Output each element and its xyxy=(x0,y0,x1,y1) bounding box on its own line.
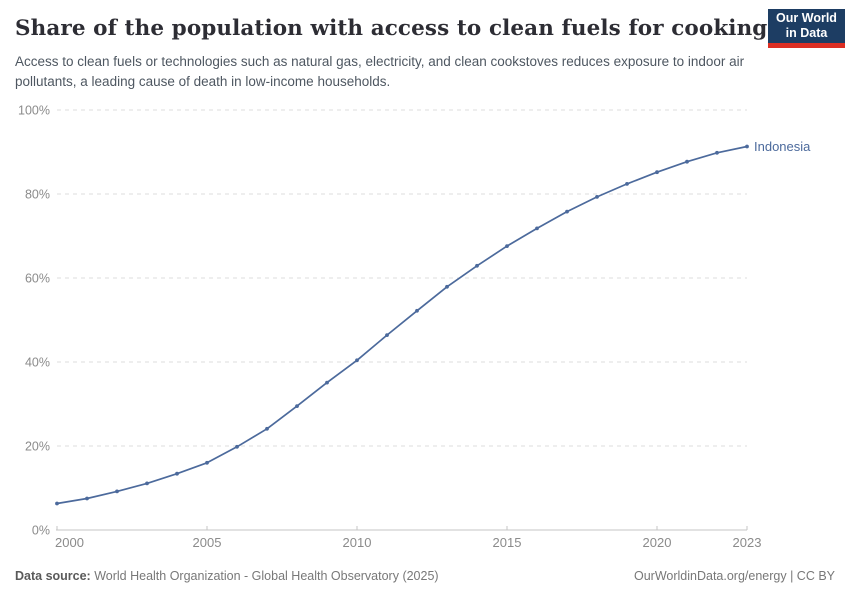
data-point-indonesia-2007[interactable] xyxy=(265,426,269,431)
data-point-indonesia-2009[interactable] xyxy=(325,380,329,385)
data-point-indonesia-2014[interactable] xyxy=(475,263,479,268)
x-tick-label-2000: 2000 xyxy=(55,535,84,550)
x-tick-label-2005: 2005 xyxy=(193,535,222,550)
data-point-indonesia-2008[interactable] xyxy=(295,404,299,408)
data-source-label: Data source: xyxy=(15,569,91,583)
data-source-text: World Health Organization - Global Healt… xyxy=(90,569,439,583)
data-point-indonesia-2013[interactable] xyxy=(445,284,449,289)
data-point-indonesia-2002[interactable] xyxy=(115,489,119,494)
page-title: Share of the population with access to c… xyxy=(15,16,768,41)
data-point-indonesia-2000[interactable] xyxy=(55,501,59,506)
x-tick-label-2020: 2020 xyxy=(643,535,672,550)
data-point-indonesia-2023[interactable] xyxy=(745,144,749,149)
data-point-indonesia-2016[interactable] xyxy=(535,226,539,231)
series-line-indonesia xyxy=(56,145,748,505)
data-source: Data source: World Health Organization -… xyxy=(15,569,439,583)
data-point-indonesia-2020[interactable] xyxy=(655,170,659,175)
y-tick-label-60: 60% xyxy=(25,272,50,286)
x-tick-label-2023: 2023 xyxy=(733,535,762,550)
data-point-indonesia-2021[interactable] xyxy=(685,159,689,164)
owid-logo-line2: in Data xyxy=(785,26,828,40)
owid-link[interactable]: OurWorldinData.org/energy | CC BY xyxy=(633,569,835,583)
y-tick-label-80: 80% xyxy=(25,188,50,202)
line-chart-canvas[interactable]: 0% 20% 40% 60% 80% 100% 2000 2005 2010 2015 2020 20… xyxy=(0,100,850,560)
y-tick-label-100: 100% xyxy=(18,104,50,118)
data-point-indonesia-2019[interactable] xyxy=(625,182,629,186)
data-point-indonesia-2012[interactable] xyxy=(415,308,419,313)
data-point-indonesia-2011[interactable] xyxy=(385,333,389,337)
x-tick-label-2010: 2010 xyxy=(343,535,372,550)
data-point-indonesia-2004[interactable] xyxy=(175,471,179,476)
owid-logo[interactable]: Our World in Data xyxy=(768,9,845,48)
data-point-indonesia-2015[interactable] xyxy=(505,244,509,249)
data-point-indonesia-2010[interactable] xyxy=(355,358,359,363)
series-label-indonesia[interactable]: Indonesia xyxy=(754,139,811,154)
x-tick-label-2015: 2015 xyxy=(493,535,522,550)
data-point-indonesia-2001[interactable] xyxy=(85,496,89,501)
data-point-indonesia-2003[interactable] xyxy=(145,481,149,486)
data-point-indonesia-2017[interactable] xyxy=(565,209,569,214)
data-point-indonesia-2006[interactable] xyxy=(235,444,239,449)
data-point-indonesia-2022[interactable] xyxy=(715,150,719,155)
y-tick-label-0: 0% xyxy=(32,524,50,538)
y-tick-label-20: 20% xyxy=(25,440,50,454)
chart-subtitle: Access to clean fuels or technologies su… xyxy=(15,54,745,89)
y-tick-label-40: 40% xyxy=(25,356,50,370)
data-point-indonesia-2018[interactable] xyxy=(595,195,599,199)
owid-logo-line1: Our World xyxy=(776,11,837,25)
data-point-indonesia-2005[interactable] xyxy=(205,460,209,465)
chart-footer: Data source: World Health Organization -… xyxy=(15,569,835,583)
